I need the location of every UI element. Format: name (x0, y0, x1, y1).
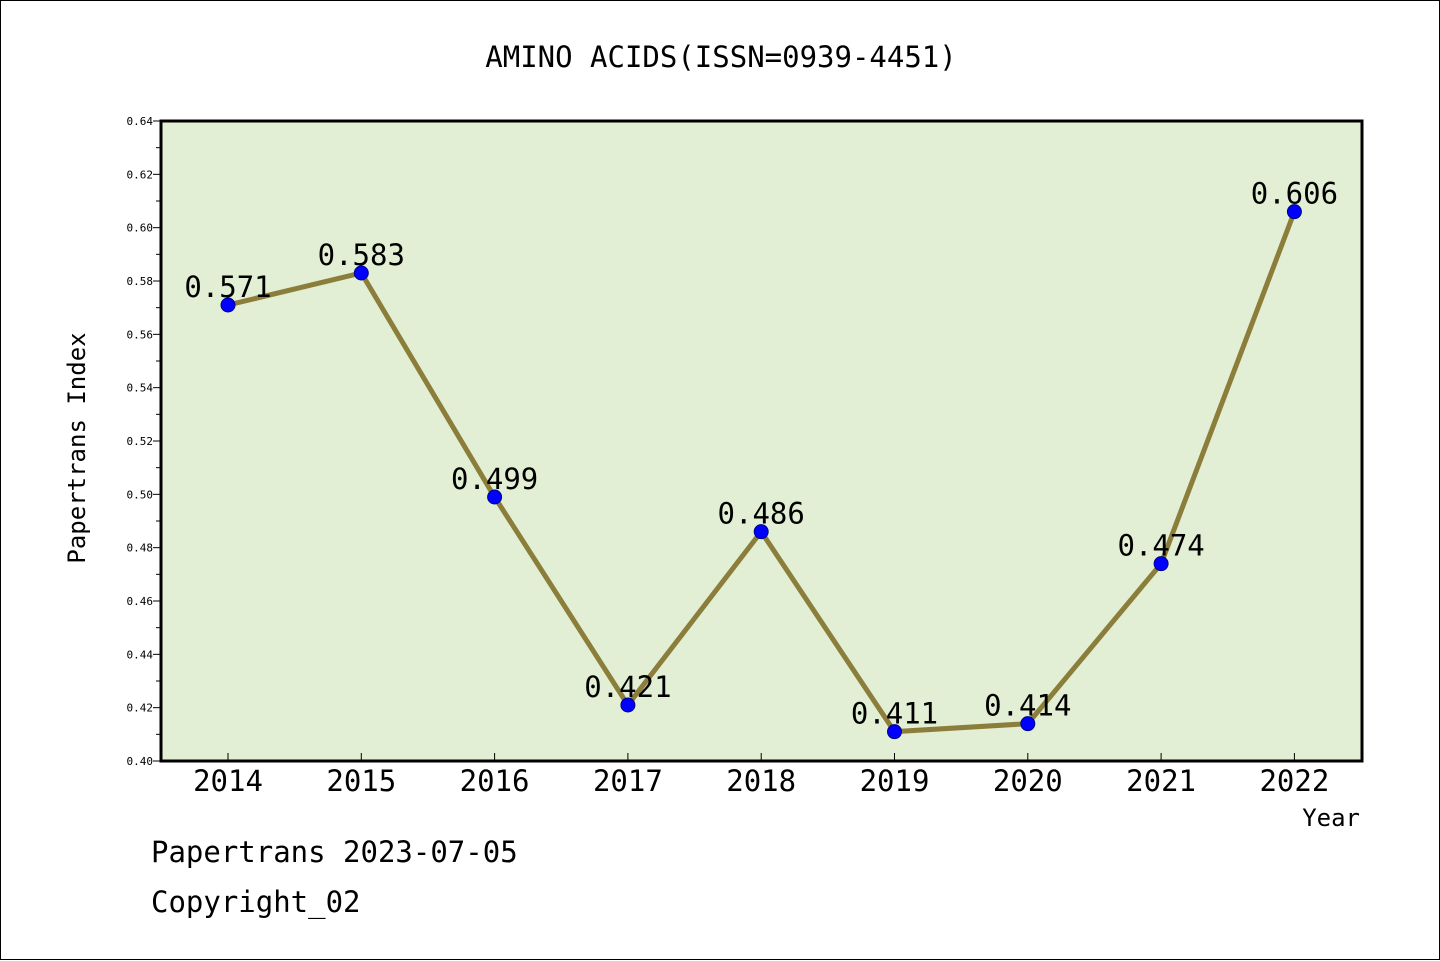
x-tick-label: 2016 (460, 764, 530, 798)
plot-area (159, 119, 1364, 763)
y-tick-label: 0.42 (127, 702, 154, 715)
y-tick-label: 0.54 (127, 382, 154, 395)
data-point (1153, 556, 1169, 572)
y-tick-label: 0.60 (127, 222, 154, 235)
x-axis-ticks: 2014 2015 2016 2017 2018 2019 2020 2021 2022 (193, 753, 1329, 798)
chart-title: AMINO ACIDS(ISSN=0939-4451) (485, 40, 956, 74)
data-label: 0.421 (584, 670, 671, 704)
y-tick-label: 0.56 (127, 328, 154, 341)
y-tick-label: 0.62 (127, 168, 154, 181)
data-point (1286, 204, 1302, 220)
y-tick-label: 0.46 (127, 595, 154, 608)
data-point (487, 489, 503, 505)
series-layer (220, 204, 1302, 740)
data-label: 0.571 (184, 270, 271, 304)
y-tick-label: 0.50 (127, 488, 154, 501)
data-point (1020, 716, 1036, 732)
footer-date: Papertrans 2023-07-05 (151, 835, 518, 869)
data-point (753, 524, 769, 540)
data-label: 0.474 (1117, 529, 1204, 563)
data-label: 0.499 (451, 462, 538, 496)
x-axis-label: Year (1302, 804, 1360, 832)
x-tick-label: 2014 (193, 764, 263, 798)
data-point (620, 697, 636, 713)
x-tick-label: 2019 (860, 764, 930, 798)
x-tick-label: 2017 (593, 764, 663, 798)
y-tick-label: 0.58 (127, 275, 154, 288)
data-labels: 0.571 0.583 0.499 0.421 0.486 0.411 0.414 0.474… (184, 177, 1338, 731)
data-label: 0.486 (718, 497, 805, 531)
data-label: 0.606 (1251, 177, 1338, 211)
data-point (353, 265, 369, 281)
y-tick-label: 0.44 (127, 648, 154, 661)
data-label: 0.414 (984, 689, 1071, 723)
x-tick-label: 2020 (993, 764, 1063, 798)
y-tick-label: 0.52 (127, 435, 154, 448)
data-label: 0.583 (318, 238, 405, 272)
data-point (220, 297, 236, 313)
data-label: 0.411 (851, 697, 938, 731)
data-point (887, 724, 902, 740)
x-tick-label: 2015 (326, 764, 396, 798)
y-tick-label: 0.48 (127, 542, 154, 555)
x-tick-label: 2018 (726, 764, 796, 798)
footer-copyright: Copyright_02 (151, 885, 361, 919)
y-tick-label: 0.40 (127, 755, 154, 768)
x-tick-label: 2021 (1126, 764, 1196, 798)
y-tick-label: 0.64 (127, 115, 154, 128)
y-axis-label: Papertrans Index (63, 332, 91, 563)
x-tick-label: 2022 (1259, 764, 1329, 798)
y-axis-ticks: 0.40 0.42 0.44 0.46 0.48 0.50 0.52 0.54 0.56 0.58… (127, 115, 161, 768)
